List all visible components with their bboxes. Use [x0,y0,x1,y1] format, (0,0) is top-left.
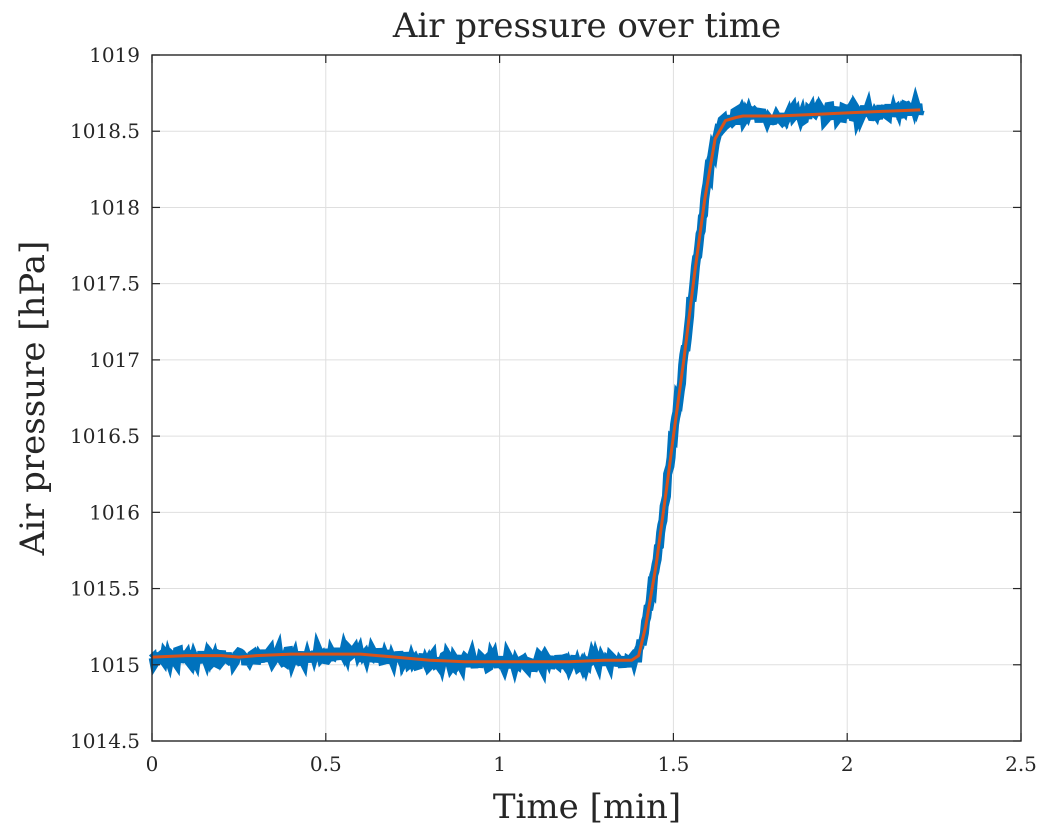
y-tick-label: 1015 [89,653,140,677]
smoothed-pressure-line [151,108,921,664]
x-tick-label: 2.5 [1005,752,1037,776]
axes-frame [151,54,1022,742]
tick-layer: 0 0.5 1 1.5 2 2.5 1014.5 1015 1015.5 1016 1016.5 10… [70,43,1037,776]
x-tick-label: 1.5 [657,752,689,776]
y-tick-label: 1015.5 [70,577,140,601]
y-tick-label: 1016 [89,500,140,524]
chart-title: Air pressure over time [392,6,781,46]
grid-layer [151,54,1022,742]
x-tick-label: 1 [493,752,506,776]
x-tick-label: 2 [841,752,854,776]
y-tick-label: 1019 [89,43,140,67]
y-axis-label: Air pressure [hPa] [13,241,53,557]
y-tick-label: 1017 [89,348,140,372]
y-tick-label: 1018 [89,195,140,219]
x-tick-label: 0 [146,752,159,776]
x-axis-label: Time [min] [493,787,681,827]
y-tick-label: 1014.5 [70,729,140,753]
y-tick-label: 1017.5 [70,272,140,296]
y-tick-label: 1016.5 [70,424,140,448]
y-tick-label: 1018.5 [70,119,140,143]
series-layer [148,86,925,685]
raw-pressure-line [148,86,925,685]
x-tick-label: 0.5 [310,752,342,776]
